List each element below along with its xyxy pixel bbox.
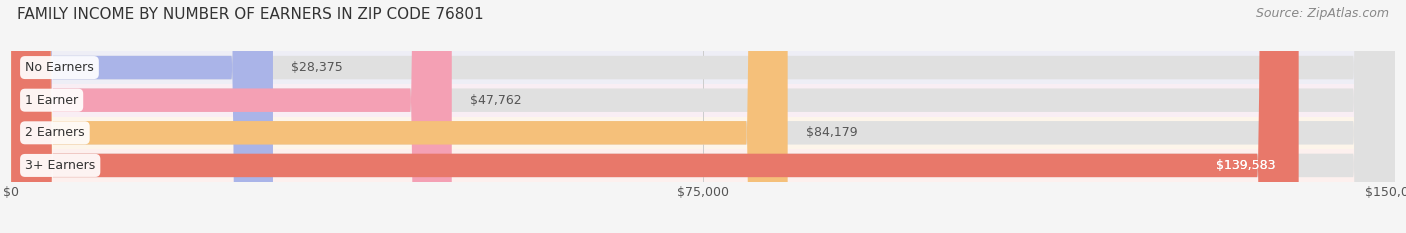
Text: $139,583: $139,583	[1216, 159, 1275, 172]
FancyBboxPatch shape	[11, 0, 1395, 233]
Text: No Earners: No Earners	[25, 61, 94, 74]
Bar	[11, 116, 1395, 149]
Text: $28,375: $28,375	[291, 61, 343, 74]
Text: $47,762: $47,762	[470, 94, 522, 107]
Text: 1 Earner: 1 Earner	[25, 94, 79, 107]
FancyBboxPatch shape	[11, 0, 787, 233]
Text: Source: ZipAtlas.com: Source: ZipAtlas.com	[1256, 7, 1389, 20]
Text: FAMILY INCOME BY NUMBER OF EARNERS IN ZIP CODE 76801: FAMILY INCOME BY NUMBER OF EARNERS IN ZI…	[17, 7, 484, 22]
Text: 3+ Earners: 3+ Earners	[25, 159, 96, 172]
FancyBboxPatch shape	[11, 0, 273, 233]
FancyBboxPatch shape	[11, 0, 1395, 233]
Text: 2 Earners: 2 Earners	[25, 126, 84, 139]
FancyBboxPatch shape	[11, 0, 1299, 233]
Text: $139,583: $139,583	[1216, 159, 1275, 172]
Bar	[11, 84, 1395, 116]
FancyBboxPatch shape	[11, 0, 1395, 233]
FancyBboxPatch shape	[11, 0, 1395, 233]
Text: $84,179: $84,179	[806, 126, 858, 139]
Bar	[11, 51, 1395, 84]
Bar	[11, 149, 1395, 182]
FancyBboxPatch shape	[11, 0, 451, 233]
